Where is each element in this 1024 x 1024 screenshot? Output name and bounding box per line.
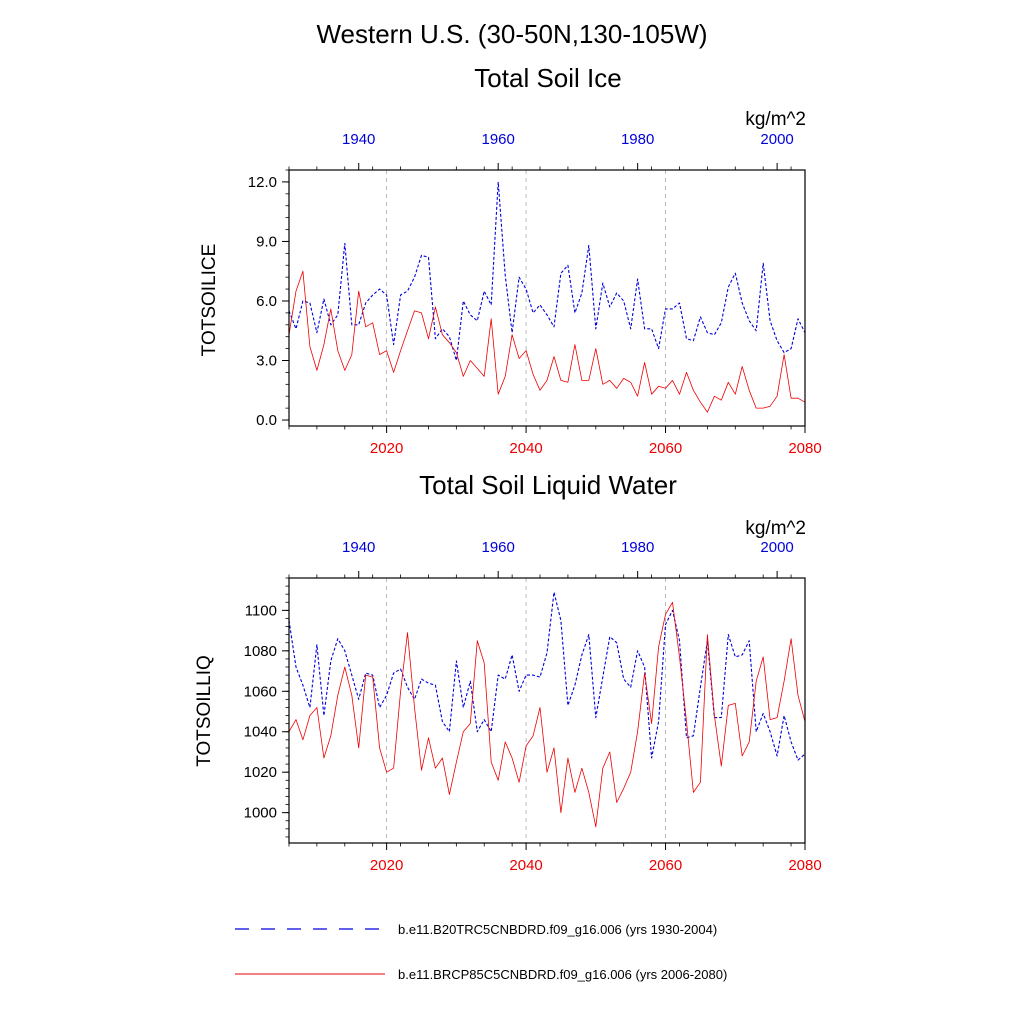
soil-ice-grid: [386, 170, 666, 426]
soil-liquid-xtick-top-label-0: 1940: [342, 539, 375, 556]
soil-liquid-xtick-top-label-2: 1980: [621, 539, 654, 556]
soil-ice-plot-frame: [288, 169, 806, 427]
soil-liquid-xtick-bottom-label-1: 2040: [509, 857, 542, 874]
soil-liquid-units: kg/m^2: [745, 518, 806, 539]
legend-hist-label: b.e11.B20TRC5CNBDRD.f09_g16.006 (yrs 193…: [398, 922, 717, 937]
soil-ice-series-rcp-line: [288, 270, 806, 413]
soil-ice-xtick-top-label-3: 2000: [760, 131, 793, 148]
soil-liquid-xtick-bottom-label-0: 2020: [370, 857, 403, 874]
legend: b.e11.B20TRC5CNBDRD.f09_g16.006 (yrs 193…: [235, 922, 727, 982]
soil-liquid-ytick-label-2: 1040: [244, 724, 277, 741]
soil-ice-axes: 0.0 3.0 6.0 9.0 12.0 2020 2040 2060 2080 1940 1960…: [248, 131, 822, 457]
soil-liquid-panel: Total Soil Liquid Water kg/m^2 TOTSOILLI…: [194, 470, 822, 874]
soil-liquid-axes: 1000 1020 1040 1060 1080 1100 2020 2040 2060 2080…: [244, 539, 822, 874]
soil-ice-xtick-bottom-label-3: 2080: [788, 440, 821, 457]
soil-ice-ytick-label-3: 9.0: [256, 233, 277, 250]
region-title: Western U.S. (30-50N,130-105W): [316, 19, 707, 49]
soil-ice-ylabel: TOTSOILICE: [199, 244, 220, 357]
soil-liquid-ytick-label-3: 1060: [244, 683, 277, 700]
soil-ice-xtick-bottom-label-1: 2040: [509, 440, 542, 457]
soil-ice-series-hist-line: [288, 181, 806, 362]
soil-liquid-xtick-top-label-3: 2000: [760, 539, 793, 556]
soil-liquid-ytick-label-4: 1080: [244, 643, 277, 660]
soil-ice-xtick-top-label-1: 1960: [482, 131, 515, 148]
soil-ice-xtick-top-label-2: 1980: [621, 131, 654, 148]
soil-ice-xtick-bottom-label-2: 2060: [649, 440, 682, 457]
soil-liquid-series: [288, 591, 806, 828]
soil-liquid-xtick-top-label-1: 1960: [482, 539, 515, 556]
soil-liquid-plot-frame: [288, 577, 806, 844]
soil-liquid-series-hist-line: [288, 591, 806, 761]
soil-ice-title: Total Soil Ice: [474, 63, 621, 93]
soil-ice-xtick-bottom-label-0: 2020: [370, 440, 403, 457]
soil-ice-ytick-label-4: 12.0: [248, 174, 277, 191]
soil-ice-ytick-label-0: 0.0: [256, 412, 277, 429]
soil-liquid-title: Total Soil Liquid Water: [419, 470, 677, 500]
soil-ice-units: kg/m^2: [745, 109, 806, 130]
soil-ice-ytick-label-2: 6.0: [256, 293, 277, 310]
soil-ice-panel: Total Soil Ice kg/m^2 TOTSOILICE 0.0 3.0 6…: [199, 63, 822, 457]
legend-rcp-label: b.e11.BRCP85C5CNBDRD.f09_g16.006 (yrs 20…: [398, 967, 727, 982]
soil-liquid-ylabel: TOTSOILLIQ: [194, 655, 215, 767]
soil-ice-ytick-label-1: 3.0: [256, 353, 277, 370]
soil-liquid-ytick-label-5: 1100: [245, 602, 277, 619]
soil-liquid-xtick-bottom-label-2: 2060: [649, 857, 682, 874]
soil-liquid-series-rcp-line: [288, 601, 806, 828]
soil-liquid-ytick-label-0: 1000: [244, 805, 277, 822]
soil-ice-series: [288, 181, 806, 413]
soil-ice-xtick-top-label-0: 1940: [342, 131, 375, 148]
soil-liquid-grid: [386, 578, 666, 843]
soil-liquid-ytick-label-1: 1020: [244, 764, 277, 781]
soil-liquid-xtick-bottom-label-3: 2080: [788, 857, 821, 874]
